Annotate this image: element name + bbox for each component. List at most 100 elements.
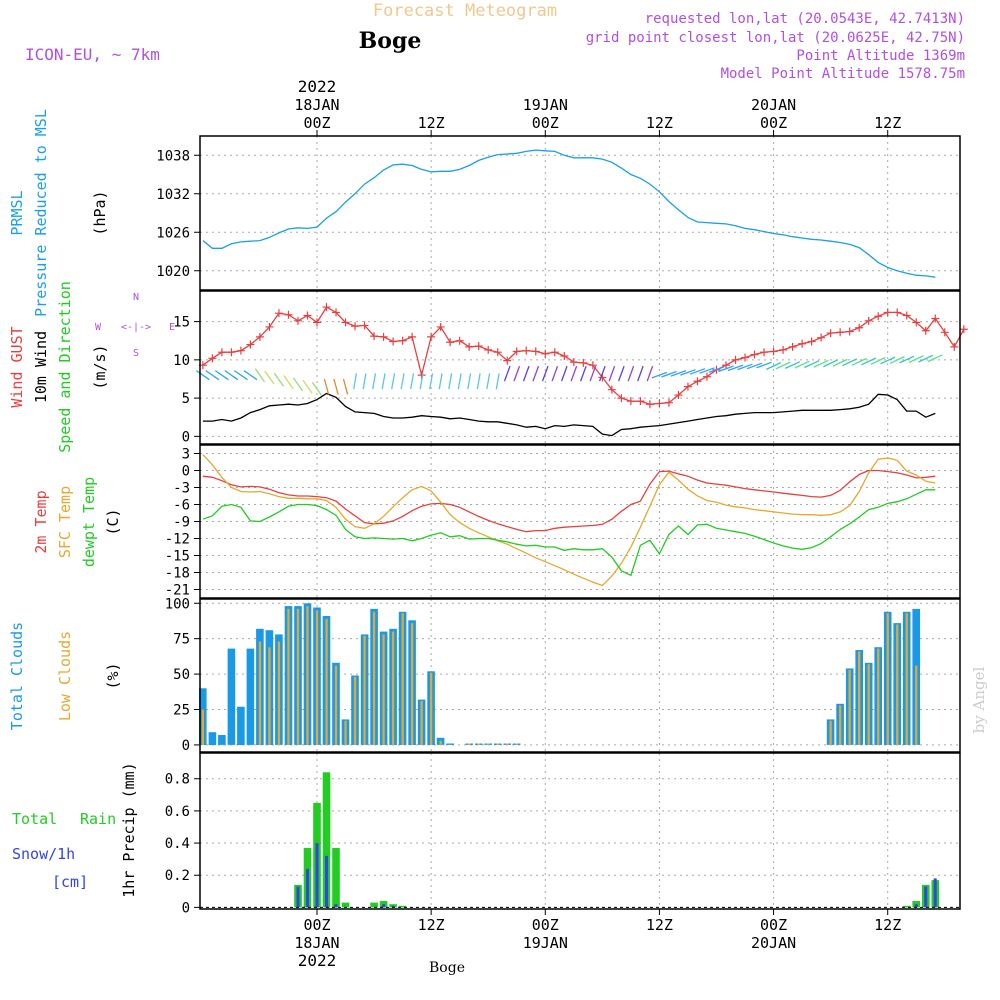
wind-arrow [785, 361, 801, 369]
wind-arrow [861, 357, 877, 366]
wind-arrow [727, 364, 744, 372]
bottom-date-label: 20JAN [751, 934, 796, 952]
gust-point [807, 337, 816, 346]
low-cloud-bar [896, 624, 899, 745]
gust-point [255, 332, 264, 341]
gust-point [617, 394, 626, 403]
gust-point [303, 311, 312, 320]
bottom-time-label: 00Z [532, 916, 559, 934]
wind-arrow [311, 382, 323, 396]
wind-arrow [333, 378, 339, 395]
side-labels: PRMSL Pressure Reduced to MSL (hPa) Wind GU… [8, 109, 175, 898]
y-tick-label: 1038 [156, 148, 190, 164]
low-cloud-bar [315, 610, 319, 745]
wind-arrow [254, 368, 266, 383]
gust-point [826, 329, 835, 338]
low-cloud-bar [372, 611, 376, 745]
gust-point [626, 397, 635, 406]
wind-arrow [273, 372, 285, 387]
gust-point [664, 398, 673, 407]
gust-point [389, 337, 398, 346]
label-prmsl-units: (hPa) [91, 190, 109, 235]
bottom-year-label: 2022 [298, 951, 337, 970]
gust-point [569, 358, 578, 367]
series-line-sfc-temp [202, 454, 936, 587]
cloud-bar [227, 648, 236, 745]
low-cloud-bar [391, 631, 395, 745]
gust-point [541, 349, 550, 358]
gust-point [312, 318, 321, 327]
snow-bar [325, 855, 328, 908]
wind-arrow [195, 370, 210, 381]
wind-arrow [342, 378, 349, 395]
label-speed-direction: Speed and Direction [56, 281, 74, 453]
wind-arrow [918, 354, 934, 363]
label-wind-gust: Wind GUST [8, 326, 26, 407]
panel-frame [199, 598, 961, 753]
grid-point-coords: grid point closest lon,lat (20.0625E, 42… [586, 30, 965, 46]
low-cloud-bar [353, 676, 357, 745]
series-line-prmsl [202, 149, 936, 278]
gust-point [588, 361, 597, 370]
gust-point [512, 347, 521, 356]
label-low-clouds: Low Clouds [56, 631, 74, 721]
wind-arrow [541, 365, 549, 382]
y-tick-label: 0 [182, 429, 190, 445]
low-cloud-bar [506, 743, 509, 745]
gust-point [731, 355, 740, 364]
gust-point [674, 391, 683, 400]
compass-south: S [133, 348, 139, 359]
wind-arrow [842, 358, 858, 367]
bottom-date-label: 19JAN [523, 934, 568, 952]
gust-point [446, 338, 455, 347]
y-tick-label: 1020 [156, 264, 190, 280]
y-tick-label: 3 [182, 447, 190, 463]
label-temp-units: (C) [104, 508, 122, 535]
y-tick-label: 10 [173, 353, 190, 369]
wind-arrow [243, 370, 258, 381]
label-sfc-temp: SFC Temp [56, 486, 74, 558]
wind-arrow [880, 356, 896, 365]
bottom-date-label: 18JAN [294, 934, 339, 952]
super-title: Forecast Meteogram [373, 1, 557, 21]
y-tick-label: 0.8 [165, 772, 190, 788]
wind-arrow [467, 373, 472, 390]
gust-point [798, 339, 807, 348]
rain-bar [341, 902, 350, 908]
gust-point [322, 303, 331, 312]
wind-arrow [513, 365, 521, 382]
label-2m-temp: 2m Temp [32, 490, 50, 553]
top-year-label: 2022 [298, 77, 337, 96]
y-tick-label: 0.2 [165, 868, 190, 884]
y-tick-label: -9 [173, 515, 190, 531]
wind-arrow [476, 373, 481, 390]
wind-arrow [372, 373, 377, 390]
wind-arrow [766, 362, 782, 370]
y-tick-label: -21 [165, 583, 190, 599]
wind-arrow [362, 373, 367, 390]
label-total-clouds: Total Clouds [8, 622, 26, 730]
wind-arrow [292, 377, 304, 392]
wind-arrow [832, 358, 848, 367]
panel-1: 1020 1026 1032 1038 [156, 135, 961, 291]
wind-arrow [302, 379, 313, 394]
wind-arrow [532, 365, 540, 382]
wind-arrow [680, 369, 696, 376]
wind-arrow [708, 366, 725, 374]
wind-arrow [718, 365, 734, 373]
label-dewpt-temp: dewpt Temp [80, 477, 98, 567]
wind-arrow [353, 373, 358, 390]
low-cloud-bar [334, 665, 338, 745]
y-tick-label: -18 [165, 566, 190, 582]
wind-arrow [851, 357, 867, 366]
wind-arrow [589, 365, 597, 382]
gust-point [750, 350, 759, 359]
wind-arrow [205, 370, 220, 381]
point-altitude: Point Altitude 1369m [796, 48, 965, 64]
low-cloud-bar [430, 672, 433, 745]
snow-bar [296, 886, 300, 908]
rain-bar [902, 905, 911, 908]
gust-point [522, 346, 531, 355]
gust-point [855, 323, 864, 332]
